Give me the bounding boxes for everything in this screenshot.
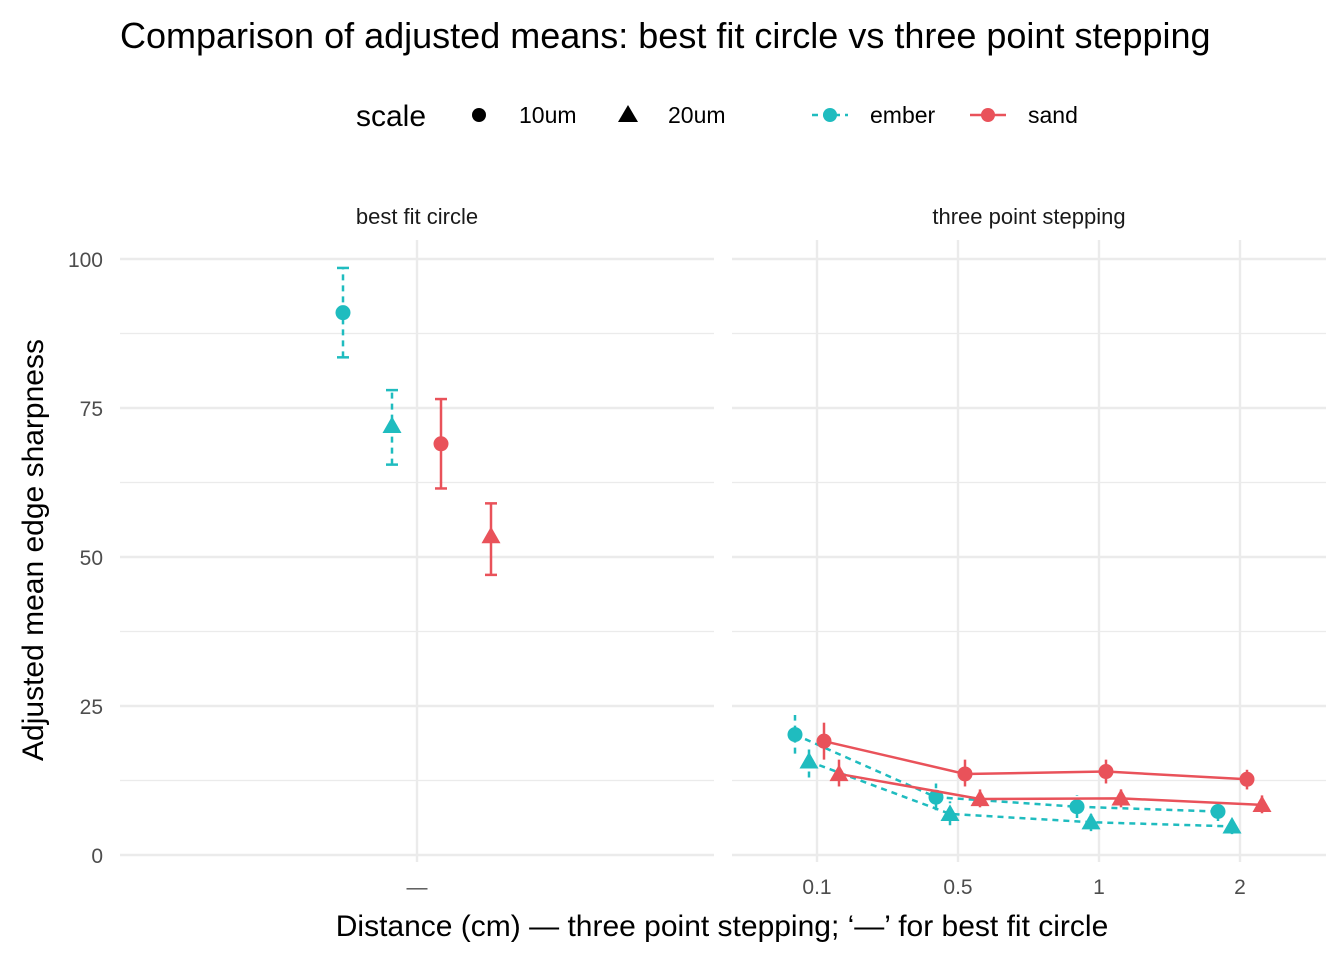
legend-label-sand: sand bbox=[1028, 102, 1078, 128]
legend-key-ember: ember bbox=[812, 102, 936, 128]
legend-point-ember bbox=[823, 108, 837, 122]
legend-key-20um: 20um bbox=[618, 102, 726, 128]
data-point-triangle bbox=[382, 416, 402, 434]
panel-strip-three-point-stepping: three point stepping bbox=[932, 204, 1125, 229]
data-point-triangle bbox=[1252, 795, 1272, 813]
series-line bbox=[823, 739, 1248, 781]
y-tick-label: 50 bbox=[80, 547, 103, 570]
panel-three-point-stepping bbox=[732, 240, 1326, 862]
legend-point-sand bbox=[981, 108, 995, 122]
series-ember-20um bbox=[799, 747, 1242, 835]
series-sand-10um bbox=[816, 722, 1255, 790]
data-point-circle bbox=[1210, 803, 1226, 819]
legend-symbol-circle bbox=[472, 108, 486, 122]
series-ember-10um bbox=[787, 714, 1226, 822]
y-axis-title: Adjusted mean edge sharpness bbox=[17, 339, 50, 761]
series-sand-20um bbox=[481, 502, 501, 577]
data-point-triangle bbox=[1111, 788, 1131, 806]
data-point-circle bbox=[957, 766, 973, 782]
series-ember-20um bbox=[382, 388, 402, 466]
y-tick-label: 100 bbox=[68, 249, 103, 272]
data-point-circle bbox=[1098, 764, 1114, 780]
data-point-circle bbox=[335, 305, 351, 321]
chart-title: Comparison of adjusted means: best fit c… bbox=[120, 15, 1211, 56]
grid bbox=[732, 240, 1326, 862]
series-sand-20um bbox=[829, 759, 1272, 814]
legend-label-20um: 20um bbox=[668, 102, 726, 128]
data-point-circle bbox=[433, 436, 449, 452]
series-line bbox=[838, 772, 1263, 807]
legend-key-10um: 10um bbox=[472, 102, 577, 128]
x-tick-label: 2 bbox=[1234, 876, 1246, 899]
y-tick-label: 25 bbox=[80, 696, 103, 719]
legend-symbol-triangle bbox=[618, 105, 638, 122]
panel-strip-best-fit-circle: best fit circle bbox=[356, 204, 478, 229]
legend-label-ember: ember bbox=[870, 102, 936, 128]
x-tick-label: 0.5 bbox=[943, 876, 972, 899]
series-line bbox=[808, 760, 1233, 828]
data-point-circle bbox=[1069, 799, 1085, 815]
y-tick-label: 0 bbox=[91, 845, 103, 868]
x-axis-title: Distance (cm) — three point stepping; ‘—… bbox=[336, 910, 1109, 943]
x-tick-label: — bbox=[407, 876, 428, 899]
data-point-triangle bbox=[940, 804, 960, 822]
y-axis-ticks: 0 25 50 75 100 bbox=[68, 249, 103, 868]
x-tick-label: 0.1 bbox=[802, 876, 831, 899]
grid bbox=[120, 240, 714, 862]
x-axis-ticks: — 0.1 0.5 1 2 bbox=[407, 876, 1246, 899]
data-point-circle bbox=[928, 789, 944, 805]
series-ember-10um bbox=[335, 266, 351, 359]
legend: scale 10um 20um ember sand bbox=[356, 100, 1078, 133]
legend-key-sand: sand bbox=[970, 102, 1078, 128]
data-point-triangle bbox=[970, 789, 990, 807]
data-point-circle bbox=[787, 727, 803, 743]
legend-label-10um: 10um bbox=[519, 102, 577, 128]
data-point-triangle bbox=[1222, 816, 1242, 834]
data-point-triangle bbox=[829, 764, 849, 782]
x-tick-label: 1 bbox=[1093, 876, 1105, 899]
data-point-triangle bbox=[481, 526, 501, 544]
series-sand-10um bbox=[433, 397, 449, 490]
data-point-triangle bbox=[1081, 812, 1101, 830]
legend-title-scale: scale bbox=[356, 100, 426, 133]
data-point-circle bbox=[816, 733, 832, 749]
data-point-triangle bbox=[799, 751, 819, 769]
panel-best-fit-circle bbox=[120, 240, 714, 862]
y-tick-label: 75 bbox=[80, 398, 103, 421]
series-line bbox=[794, 733, 1219, 813]
data-point-circle bbox=[1239, 771, 1255, 787]
